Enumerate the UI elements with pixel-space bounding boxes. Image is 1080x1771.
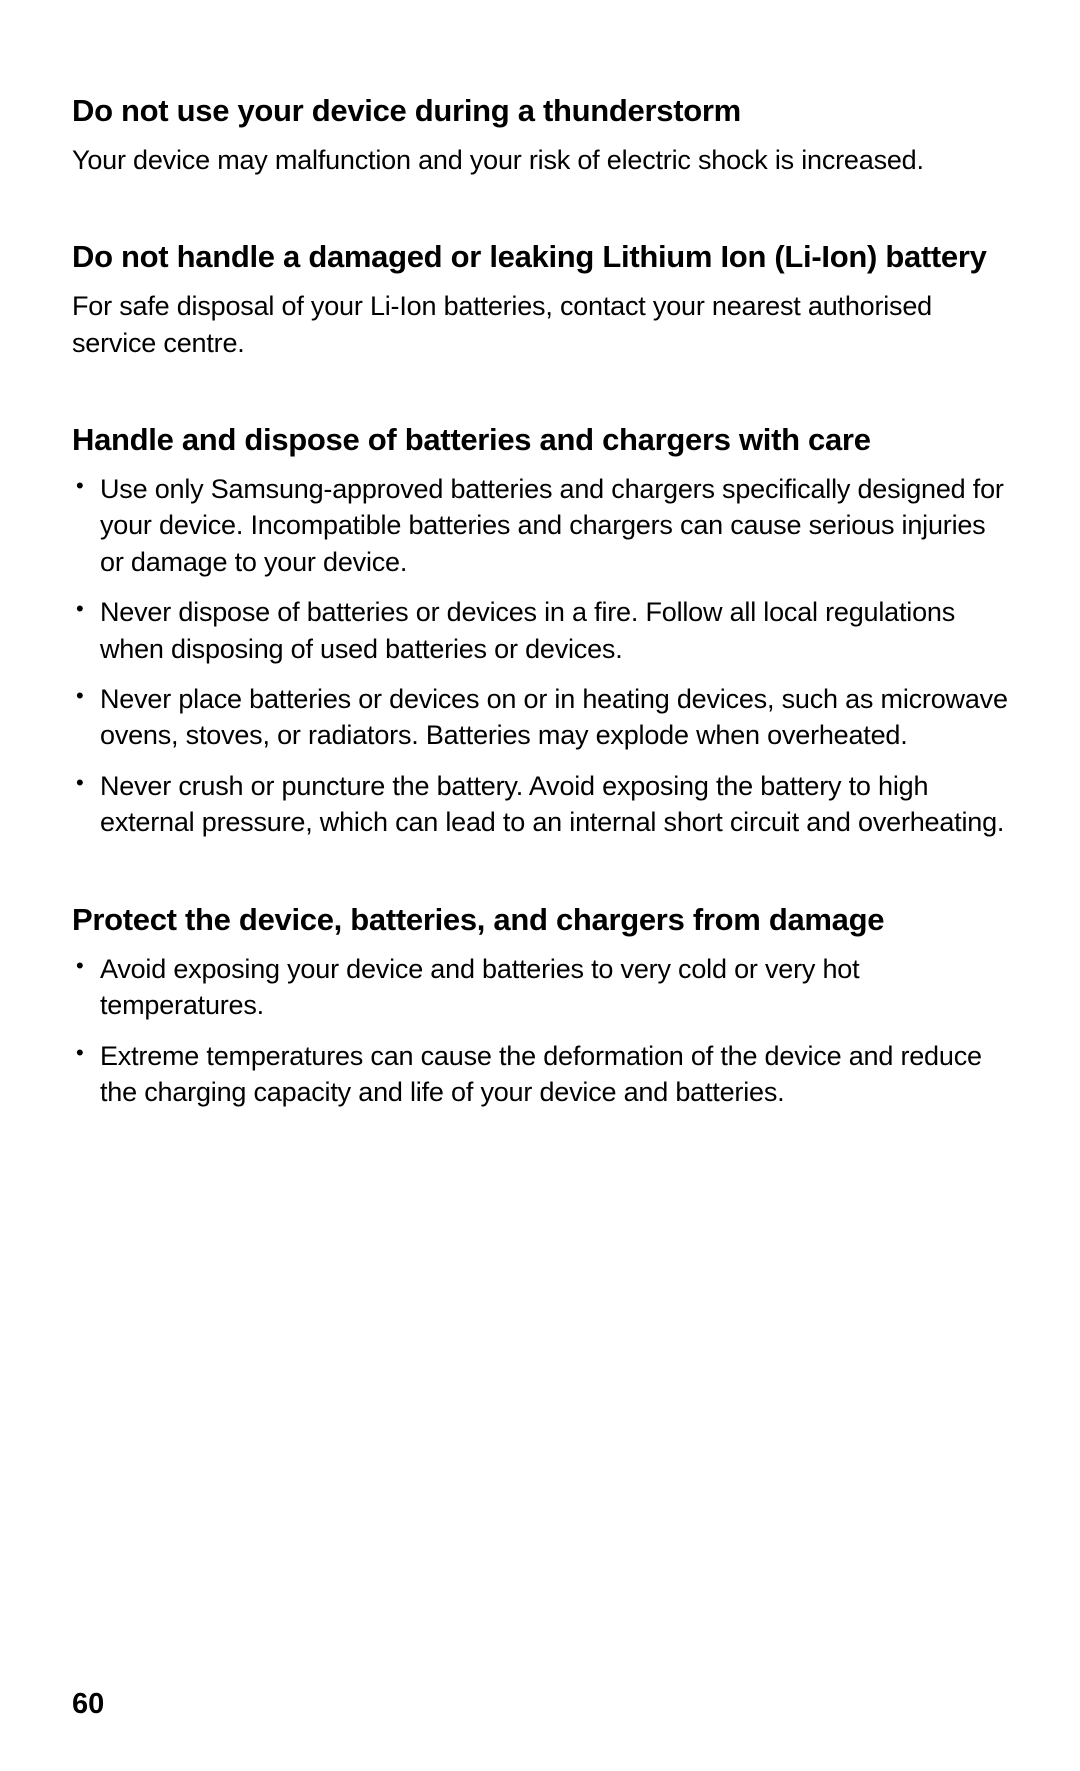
list-item: Never dispose of batteries or devices in… — [100, 594, 1008, 667]
body-thunderstorm: Your device may malfunction and your ris… — [72, 142, 1008, 178]
list-item: Extreme temperatures can cause the defor… — [100, 1038, 1008, 1111]
section-thunderstorm: Do not use your device during a thunders… — [72, 90, 1008, 178]
page-number: 60 — [72, 1688, 104, 1721]
list-item: Use only Samsung-approved batteries and … — [100, 471, 1008, 580]
section-protect-device: Protect the device, batteries, and charg… — [72, 899, 1008, 1111]
list-item: Never place batteries or devices on or i… — [100, 681, 1008, 754]
section-battery-damaged: Do not handle a damaged or leaking Lithi… — [72, 236, 1008, 361]
heading-battery-care: Handle and dispose of batteries and char… — [72, 419, 1008, 461]
bullet-list-protect-device: Avoid exposing your device and batteries… — [72, 951, 1008, 1111]
heading-battery-damaged: Do not handle a damaged or leaking Lithi… — [72, 236, 1008, 278]
list-item: Avoid exposing your device and batteries… — [100, 951, 1008, 1024]
section-battery-care: Handle and dispose of batteries and char… — [72, 419, 1008, 841]
heading-thunderstorm: Do not use your device during a thunders… — [72, 90, 1008, 132]
body-battery-damaged: For safe disposal of your Li-Ion batteri… — [72, 288, 1008, 361]
bullet-list-battery-care: Use only Samsung-approved batteries and … — [72, 471, 1008, 841]
list-item: Never crush or puncture the battery. Avo… — [100, 768, 1008, 841]
heading-protect-device: Protect the device, batteries, and charg… — [72, 899, 1008, 941]
